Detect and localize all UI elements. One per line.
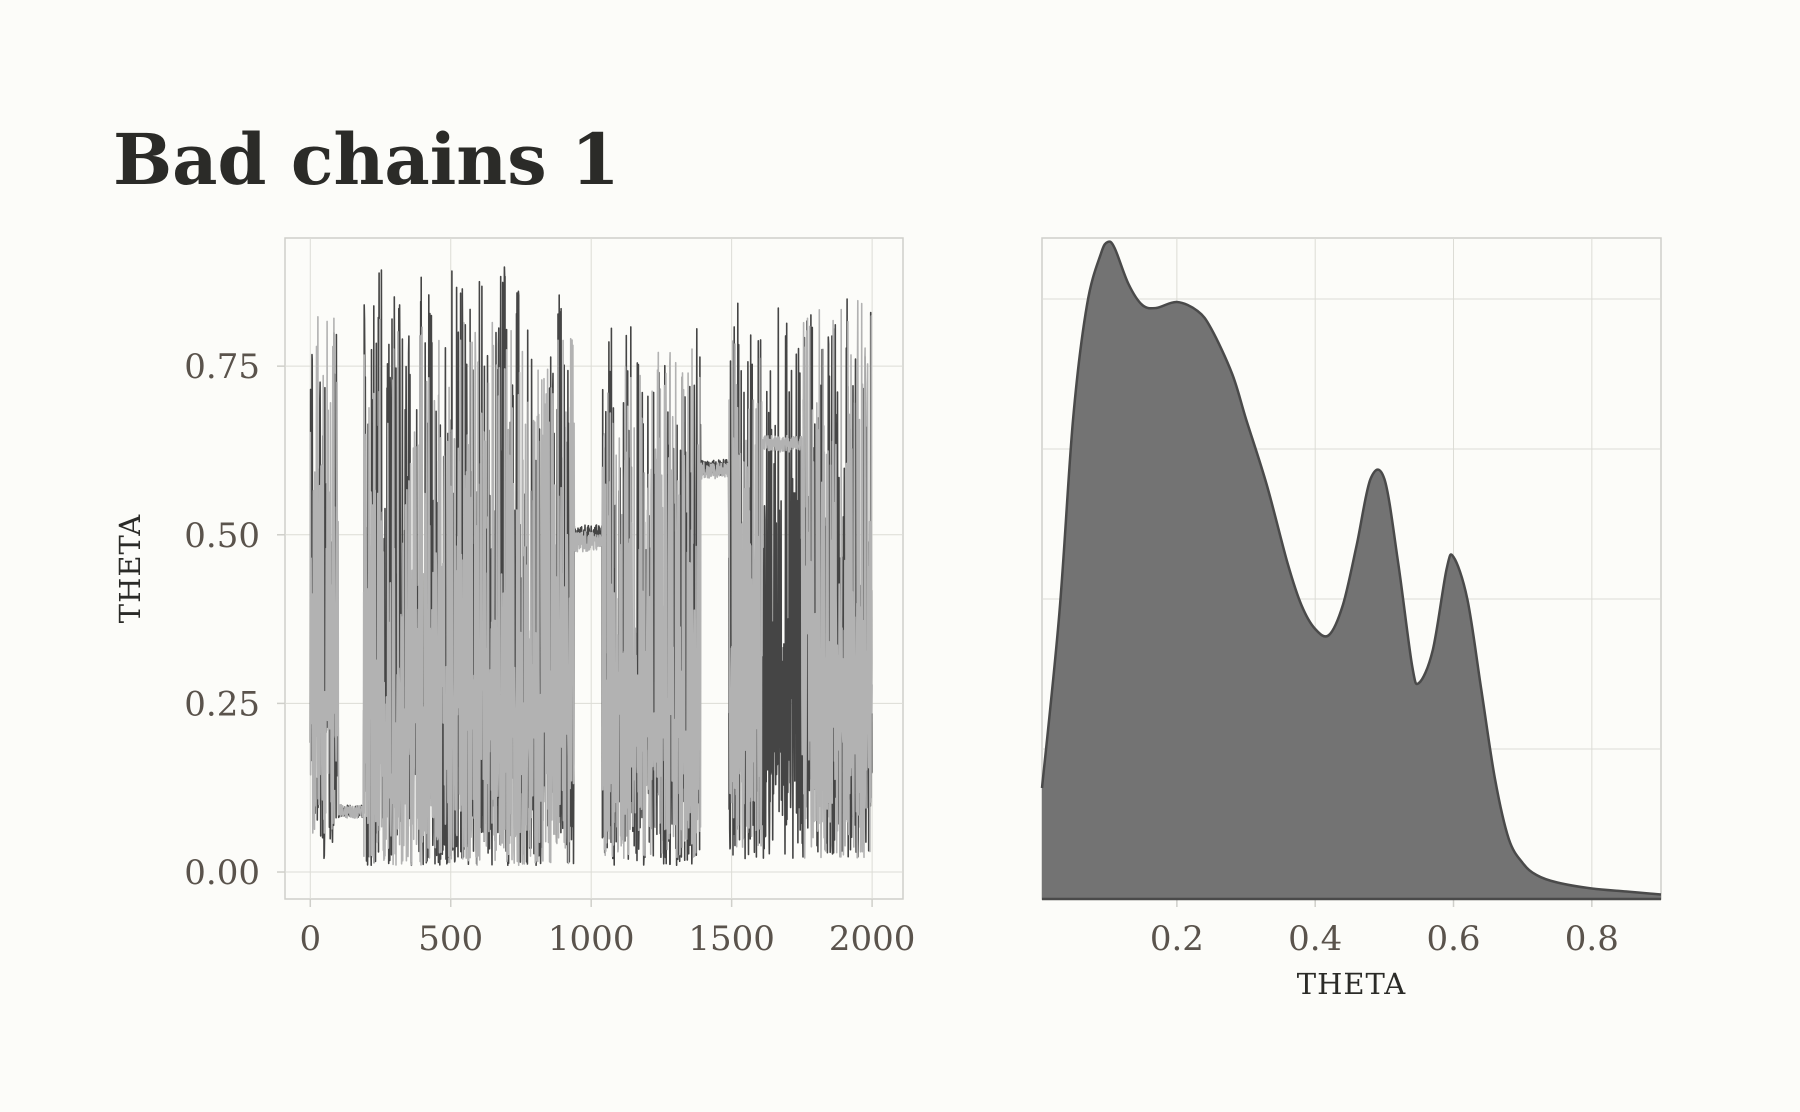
density-curve xyxy=(1040,240,1662,896)
trace-y-tick-label: 0.75 xyxy=(184,347,260,387)
trace-plot-panel: 0 500 1000 1500 2000 0.00 0.25 0.50 0.75 THETA xyxy=(113,237,916,959)
trace-panel-border xyxy=(284,237,904,900)
chain-2-line xyxy=(309,299,873,866)
trace-x-tick-label: 0 xyxy=(299,919,321,959)
density-x-axis-title: THETA xyxy=(1297,967,1407,1001)
density-x-tick-label: 0.2 xyxy=(1150,919,1204,959)
trace-x-tick-label: 2000 xyxy=(829,919,916,959)
trace-x-tick-label: 500 xyxy=(418,919,483,959)
page-title: Bad chains 1 xyxy=(113,118,620,201)
trace-x-tick-label: 1000 xyxy=(548,919,635,959)
trace-y-tick-label: 0.25 xyxy=(184,684,260,724)
density-plot-panel: 0.2 0.4 0.6 0.8 THETA xyxy=(1040,237,1662,1001)
trace-y-axis-title: THETA xyxy=(113,514,147,624)
density-x-tick-label: 0.6 xyxy=(1426,919,1480,959)
trace-x-tick-label: 1500 xyxy=(688,919,775,959)
density-x-tick-label: 0.4 xyxy=(1288,919,1342,959)
trace-y-tick-label: 0.00 xyxy=(184,853,260,893)
density-x-tick-label: 0.8 xyxy=(1565,919,1619,959)
trace-y-tick-label: 0.50 xyxy=(184,516,260,556)
